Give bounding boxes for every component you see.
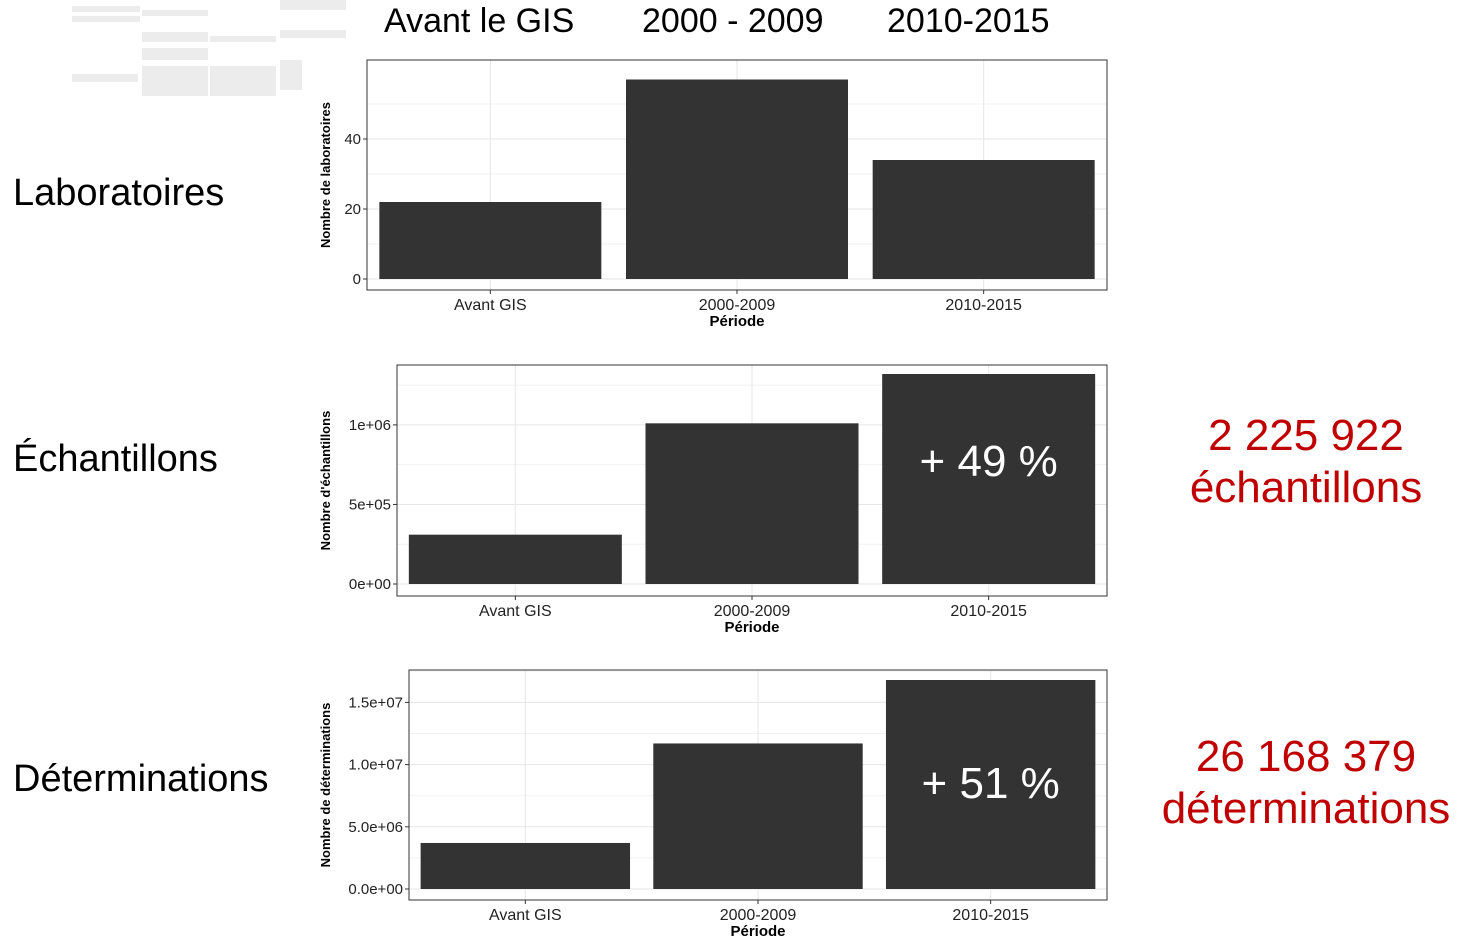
total-echantillons-number: 2 225 922 xyxy=(1208,411,1404,460)
y-tick-label: 1.5e+07 xyxy=(348,694,403,711)
total-determinations-word: déterminations xyxy=(1161,784,1451,833)
x-tick-label: 2010-2015 xyxy=(945,297,1022,314)
y-axis-title: Nombre de laboratoires xyxy=(318,102,333,248)
x-tick-label: Avant GIS xyxy=(454,297,527,314)
x-tick-label: 2000-2009 xyxy=(714,603,791,620)
x-axis-title: Période xyxy=(724,619,779,636)
bar xyxy=(653,743,863,889)
chart-determinations: 0.0e+00 5.0e+06 1.0e+07 1.5e+07 + 51 % Avant … xyxy=(318,669,1108,940)
total-echantillons-word: échantillons xyxy=(1189,463,1423,512)
bar-annotation: + 51 % xyxy=(922,759,1060,808)
x-tick-label: 2010-2015 xyxy=(950,603,1027,620)
header-2000-2009: 2000 - 2009 xyxy=(642,2,824,40)
row-label-laboratoires: Laboratoires xyxy=(13,172,225,214)
x-tick-label: Avant GIS xyxy=(489,907,562,924)
y-tick-label: 5.0e+06 xyxy=(348,819,403,836)
chart-echantillons: 0e+00 5e+05 1e+06 + 49 % Avant GIS 2000-2009 2… xyxy=(318,364,1108,636)
y-tick-label: 0 xyxy=(353,271,361,288)
total-determinations: 26 168 379 déterminations xyxy=(1136,731,1472,835)
x-axis-title: Période xyxy=(730,923,785,940)
y-tick-label: 1.0e+07 xyxy=(348,757,403,774)
bar xyxy=(379,202,602,279)
total-determinations-number: 26 168 379 xyxy=(1195,732,1417,781)
bar xyxy=(882,374,1096,584)
bar xyxy=(420,842,631,889)
bar xyxy=(645,423,859,584)
bar xyxy=(408,534,622,584)
header-avant-gis: Avant le GIS xyxy=(384,2,575,40)
y-tick-label: 5e+05 xyxy=(349,496,391,513)
bar xyxy=(885,680,1096,889)
x-axis-title: Période xyxy=(709,313,764,330)
row-label-echantillons: Échantillons xyxy=(13,438,218,480)
x-tick-label: 2000-2009 xyxy=(699,297,776,314)
y-tick-label: 1e+06 xyxy=(349,417,391,434)
y-tick-label: 40 xyxy=(344,131,361,148)
x-tick-label: 2000-2009 xyxy=(720,907,797,924)
y-axis-title: Nombre d'échantillons xyxy=(318,411,333,551)
y-tick-label: 0.0e+00 xyxy=(348,881,403,898)
chart-laboratoires: 0 20 40 Avant GIS 2000-2009 2010-2015 Période N… xyxy=(318,59,1108,330)
bar xyxy=(626,79,848,279)
header-2010-2015: 2010-2015 xyxy=(887,2,1050,40)
bar xyxy=(872,160,1095,279)
x-tick-label: 2010-2015 xyxy=(952,907,1029,924)
y-axis-title: Nombre de déterminations xyxy=(318,703,333,868)
y-tick-label: 20 xyxy=(344,201,361,218)
y-tick-label: 0e+00 xyxy=(349,576,391,593)
bar-annotation: + 49 % xyxy=(920,437,1058,486)
total-echantillons: 2 225 922 échantillons xyxy=(1136,410,1472,514)
x-tick-label: Avant GIS xyxy=(479,603,552,620)
row-label-determinations: Déterminations xyxy=(13,758,269,800)
